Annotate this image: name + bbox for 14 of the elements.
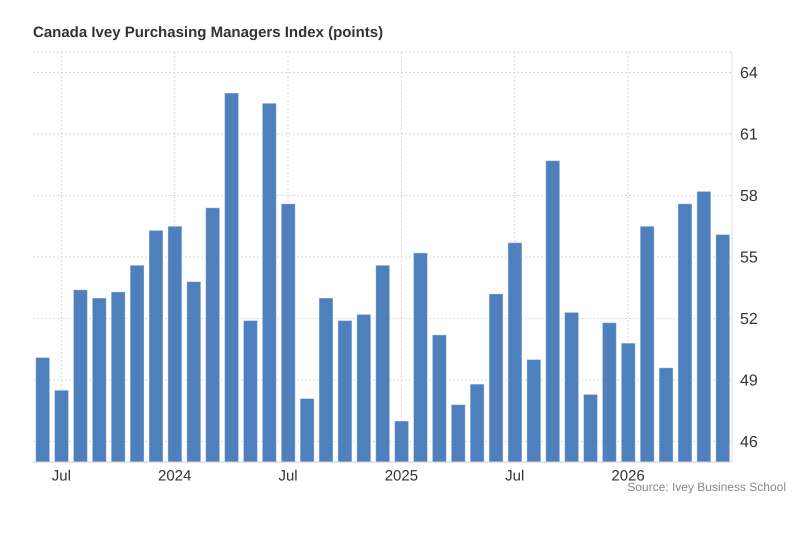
y-tick-label: 49 (740, 372, 758, 390)
y-tick-label: 52 (740, 311, 758, 328)
y-tick-label: 58 (740, 188, 758, 206)
x-tick-label: Jul (505, 468, 524, 485)
y-tick-label: 64 (740, 65, 758, 82)
x-tick-label: 2025 (384, 468, 418, 485)
source-note: Source: Ivey Business School (627, 480, 786, 494)
x-tick-label: 2024 (158, 468, 192, 485)
y-tick-label: 55 (740, 250, 758, 267)
x-tick-label: Jul (278, 468, 298, 485)
y-tick-label: 46 (740, 434, 758, 452)
chart-title: Canada Ivey Purchasing Managers Index (points) (33, 24, 384, 41)
y-tick-label: 61 (740, 126, 758, 144)
x-tick-label: Jul (52, 468, 71, 485)
